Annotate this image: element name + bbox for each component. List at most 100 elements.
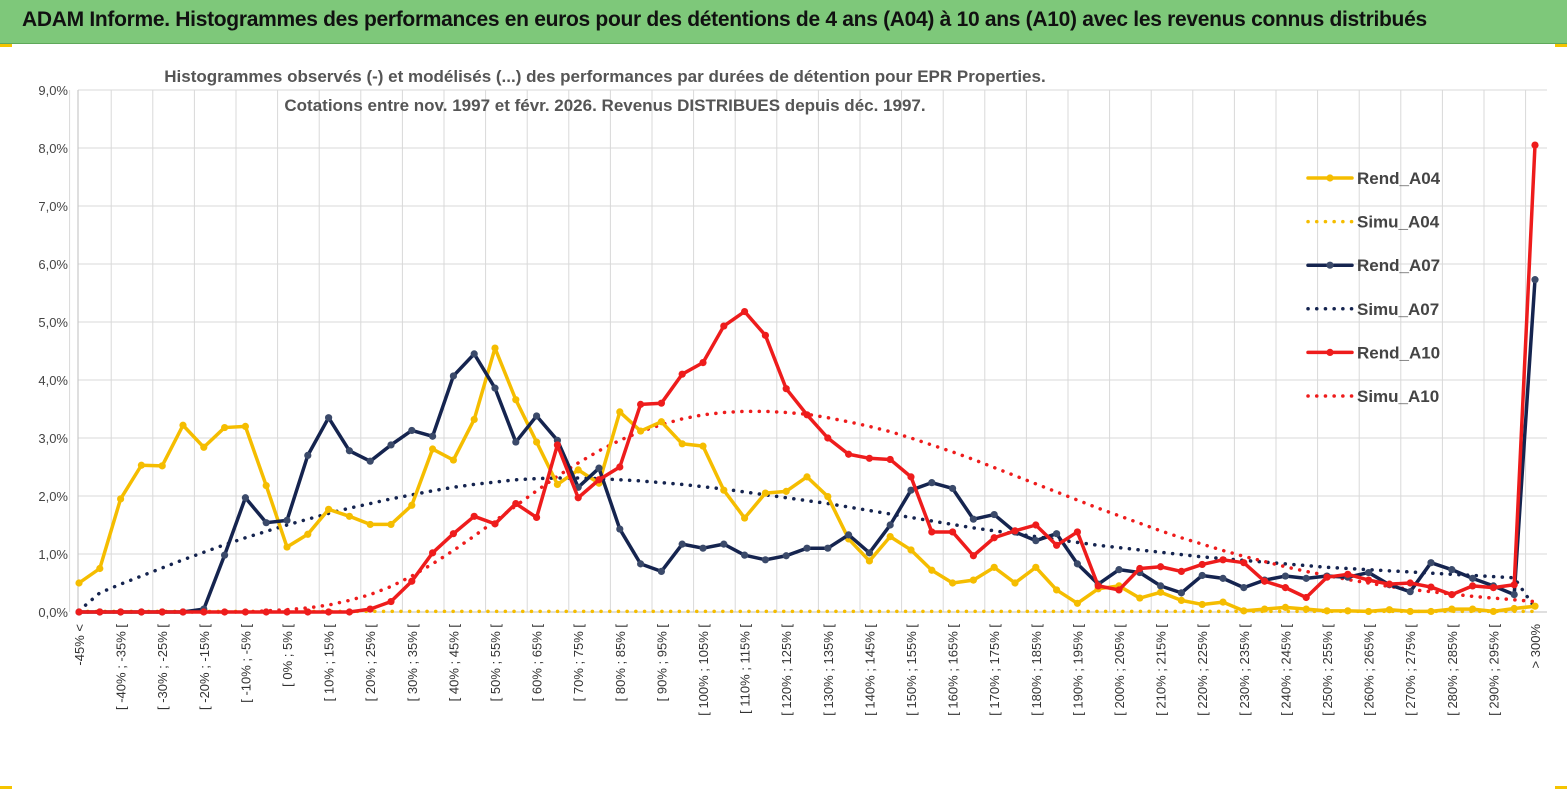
data-point [117,608,125,616]
data-point [1115,586,1123,594]
data-point [637,560,645,568]
x-tick-label: [ 80% ; 85% [ [613,624,628,702]
data-point [408,577,416,585]
data-point [304,608,312,616]
data-point [741,514,749,522]
data-point [1032,563,1040,571]
data-point [533,513,541,522]
legend-marker [1326,261,1334,269]
x-tick-label: [ 280% ; 285% [ [1445,624,1460,716]
data-point [1365,576,1373,584]
data-point [553,441,562,449]
x-tick-label: [ 70% ; 75% [ [571,624,586,702]
data-point [1136,564,1144,573]
data-point [990,563,998,571]
data-point [1448,591,1456,599]
data-point [429,549,437,557]
data-point [75,579,83,587]
x-tick-label: [ 180% ; 185% [ [1029,624,1044,716]
data-point [1406,579,1414,587]
x-tick-label: [ 30% ; 35% [ [405,624,420,702]
data-point [637,400,645,408]
data-point [865,454,874,462]
data-point [1136,594,1144,602]
data-point [241,608,249,616]
data-point [720,486,728,494]
data-point [1406,607,1414,616]
y-tick-label: 1,0% [38,547,68,562]
data-point [1281,572,1289,580]
data-point [408,501,416,509]
y-tick-label: 2,0% [38,489,68,504]
data-point [699,544,707,552]
data-point [907,473,915,481]
legend-label: Simu_A07 [1357,300,1439,319]
data-point [96,608,104,616]
data-point [678,440,686,448]
data-point [1094,582,1102,590]
frame-corner-mark [1555,44,1567,47]
x-tick-label: [ 120% ; 125% [ [779,624,794,716]
data-point [241,494,249,502]
data-point [491,520,499,528]
data-point [387,441,395,449]
legend-label: Simu_A10 [1357,387,1439,406]
legend-label: Rend_A04 [1357,169,1441,188]
legend-marker [1326,174,1334,182]
data-point [1323,607,1331,615]
data-point [699,359,707,367]
data-point [366,457,374,465]
x-tick-label: [ 150% ; 155% [ [904,624,919,716]
data-point [262,608,270,616]
x-tick-label: [ -40% ; -35% [ [114,624,129,710]
x-tick-label: [ 240% ; 245% [ [1278,624,1293,716]
data-point [491,344,499,352]
data-point [304,451,312,459]
data-point [179,608,187,616]
data-point [865,557,874,565]
data-point [1011,579,1019,587]
data-point [574,466,582,474]
data-point [1510,591,1518,599]
data-point [949,528,957,536]
data-point [1469,574,1477,582]
data-point [907,486,915,494]
data-point [366,605,374,613]
data-point [512,396,520,404]
data-point [553,480,562,488]
data-point [387,520,395,529]
data-point [1344,607,1352,615]
data-point [824,544,832,552]
legend-label: Rend_A07 [1357,256,1440,275]
x-tick-label: [ 0% ; 5% [ [280,624,295,687]
data-point [595,464,603,472]
data-point [782,385,790,393]
frame-corner-mark [0,44,12,47]
data-point [429,445,437,453]
data-point [720,322,728,330]
data-point [262,481,270,490]
data-point [803,473,811,481]
data-point [595,476,603,484]
data-point [1489,584,1497,592]
data-point [1157,588,1165,596]
data-point [1302,593,1310,602]
chart-title-line1: Histogrammes observés (-) et modélisés (… [164,67,1045,86]
data-point [1177,589,1185,597]
data-point [533,438,541,446]
data-point [1281,584,1289,592]
data-point [1240,559,1248,567]
x-tick-label: > 300% [1528,624,1543,669]
data-point [616,408,624,416]
data-point [886,533,894,541]
data-point [1531,276,1539,284]
x-tick-label: [ 250% ; 255% [ [1320,624,1335,716]
data-point [1427,559,1435,567]
data-point [304,530,312,538]
x-tick-label: [ 50% ; 55% [ [488,624,503,702]
data-point [470,350,478,358]
data-point [117,495,125,503]
data-point [865,549,874,557]
data-point [1469,582,1477,590]
data-point [1448,566,1456,574]
